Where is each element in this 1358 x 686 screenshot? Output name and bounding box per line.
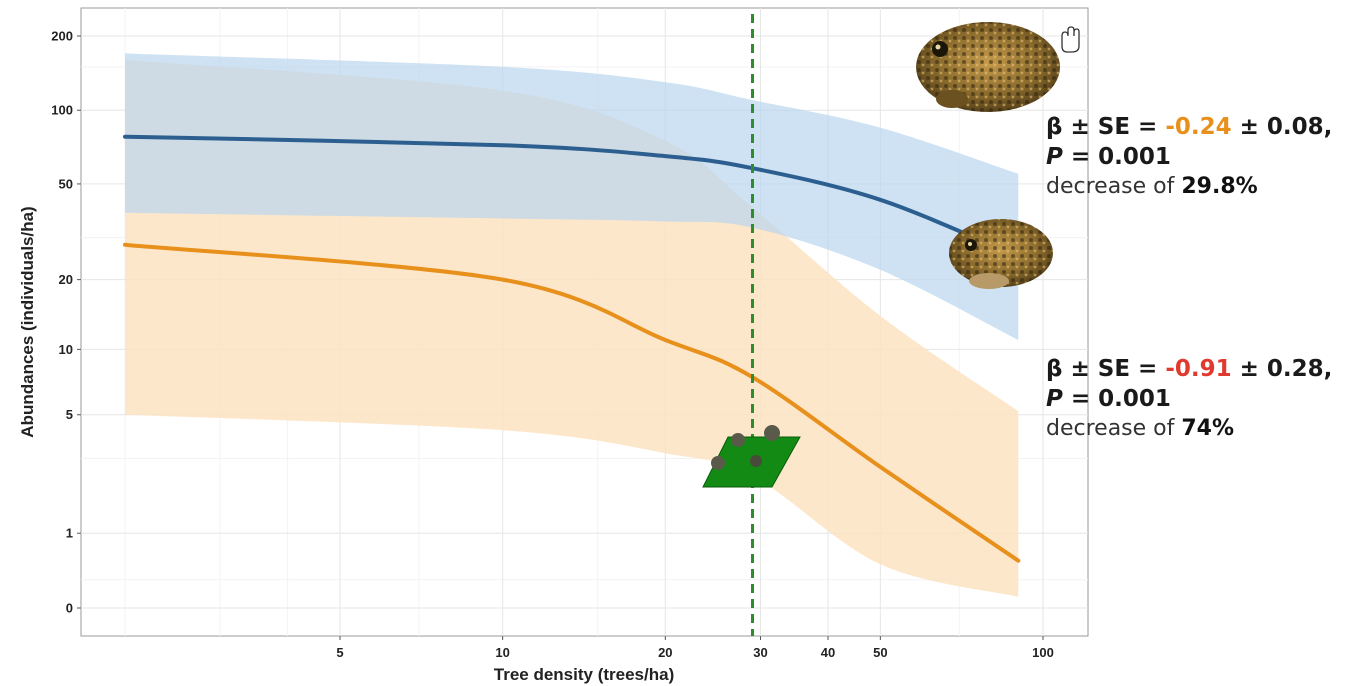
y-tick-label: 10	[59, 342, 73, 357]
y-axis-label: Abundances (individuals/ha)	[18, 206, 37, 437]
confidence-bands	[125, 53, 1019, 597]
y-tick-label: 20	[59, 272, 73, 287]
confidence-band	[125, 53, 1019, 341]
x-axis-ticks: 5 10 20 30 40 50 100	[336, 636, 1054, 660]
annotation-orange: β ± SE = -0.91 ± 0.28, P = 0.001 decreas…	[1046, 354, 1332, 444]
beta-line: β ± SE = -0.91 ± 0.28,	[1046, 356, 1333, 382]
hand-cursor-icon	[1061, 26, 1080, 53]
x-tick-label: 100	[1032, 645, 1054, 660]
p-line: P = 0.001	[1046, 386, 1171, 412]
x-tick-label: 20	[658, 645, 672, 660]
decrease-line: decrease of 74%	[1046, 416, 1235, 441]
x-tick-label: 5	[336, 645, 343, 660]
y-tick-label: 0	[66, 601, 73, 616]
x-axis-label: Tree density (trees/ha)	[494, 665, 674, 684]
series-line	[123, 134, 1021, 259]
y-axis-ticks: 0 1 5 10 20 50 100 200	[51, 29, 81, 616]
y-tick-label: 100	[51, 103, 73, 118]
toad-large-icon	[916, 22, 1060, 112]
series-lines	[123, 134, 1021, 563]
series-line	[123, 242, 1021, 563]
toad-small-icon	[949, 219, 1053, 289]
y-tick-label: 50	[59, 176, 73, 191]
y-tick-label: 5	[66, 407, 73, 422]
y-tick-label: 1	[66, 526, 73, 541]
y-tick-label: 200	[51, 29, 73, 44]
x-tick-label: 30	[753, 645, 767, 660]
x-tick-label: 50	[873, 645, 887, 660]
x-tick-label: 10	[495, 645, 509, 660]
forest-plot-icon	[702, 425, 801, 488]
x-tick-label: 40	[821, 645, 835, 660]
beta-line: β ± SE = -0.24 ± 0.08,	[1046, 114, 1333, 140]
decrease-line: decrease of 29.8%	[1046, 174, 1258, 199]
p-line: P = 0.001	[1046, 144, 1171, 170]
annotation-blue: β ± SE = -0.24 ± 0.08, P = 0.001 decreas…	[1046, 112, 1332, 202]
